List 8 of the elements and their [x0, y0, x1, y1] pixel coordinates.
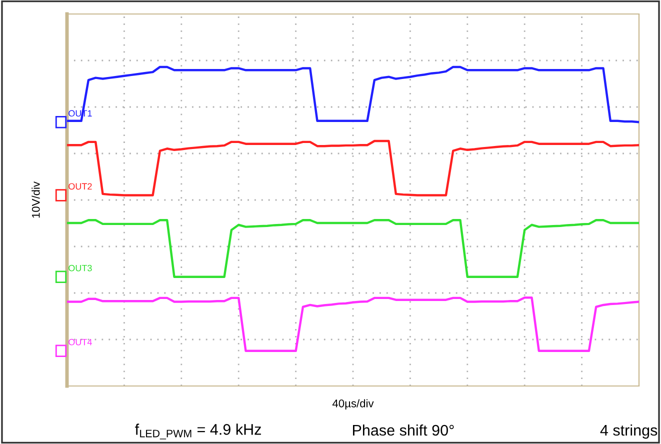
- text: f$_{LED_PWM}$ = 4.9 kHz: [135, 424, 261, 440]
- x-axis-title: 40µs/div: [332, 399, 374, 410]
- series-label: OUT2: [68, 183, 92, 190]
- y-axis-title: 10V/div: [32, 182, 40, 218]
- text: Phase shift 90°: [353, 424, 454, 436]
- text: OUT4: [68, 338, 92, 346]
- text: 4 strings: [600, 424, 658, 439]
- text: OUT3: [68, 264, 92, 272]
